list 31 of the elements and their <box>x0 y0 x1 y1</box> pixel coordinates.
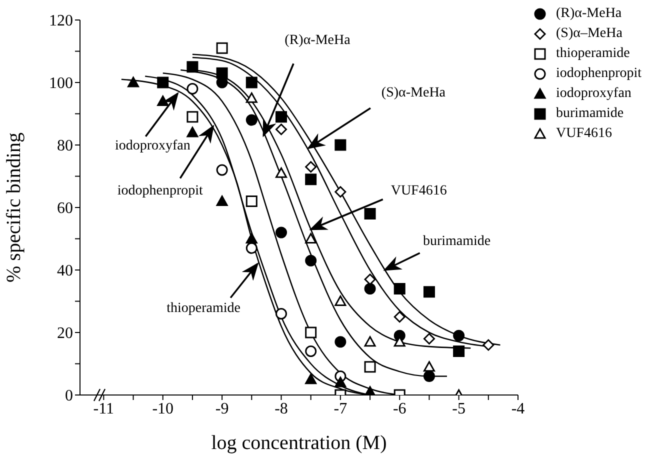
x-tick-label: -4 <box>511 400 525 418</box>
y-tick-label: 60 <box>57 200 73 218</box>
y-tick-label: 80 <box>57 138 73 155</box>
y-tick-label: 40 <box>57 262 73 280</box>
y-tick-label: 120 <box>49 12 73 30</box>
legend-label: VUF4616 <box>556 125 612 143</box>
annotation: (R)α-MeHa <box>284 32 352 48</box>
x-tick-label: -10 <box>152 400 174 418</box>
x-tick-label: -5 <box>452 400 466 418</box>
legend-label: iodophenpropit <box>556 65 642 83</box>
annotation: iodophenpropit <box>117 183 204 198</box>
legend-label: iodoproxyfan <box>556 85 632 103</box>
annotation: VUF4616 <box>390 184 447 199</box>
y-tick-label: 0 <box>65 388 73 405</box>
annotation: (S)α-MeHa <box>381 85 446 100</box>
legend-label: (R)α-MeHa <box>556 5 622 23</box>
annotation: thioperamide <box>166 300 241 316</box>
x-tick-label: -7 <box>334 400 348 418</box>
x-tick-label: -9 <box>215 400 229 418</box>
x-axis-title: log concentration (M) <box>211 432 387 454</box>
y-tick-label: 20 <box>57 325 73 342</box>
legend-label: thioperamide <box>556 45 630 63</box>
y-axis-title: % specific binding <box>3 132 26 282</box>
annotation: burimamide <box>422 234 491 250</box>
legend-label: burimamide <box>556 105 624 123</box>
y-tick-label: 100 <box>49 75 73 92</box>
legend-label: (S)α–MeHa <box>556 25 622 43</box>
x-tick-label: -6 <box>392 400 406 418</box>
annotation: iodoproxyfan <box>114 138 190 154</box>
x-tick-label: -8 <box>274 400 288 418</box>
x-tick-label: -11 <box>93 400 114 418</box>
